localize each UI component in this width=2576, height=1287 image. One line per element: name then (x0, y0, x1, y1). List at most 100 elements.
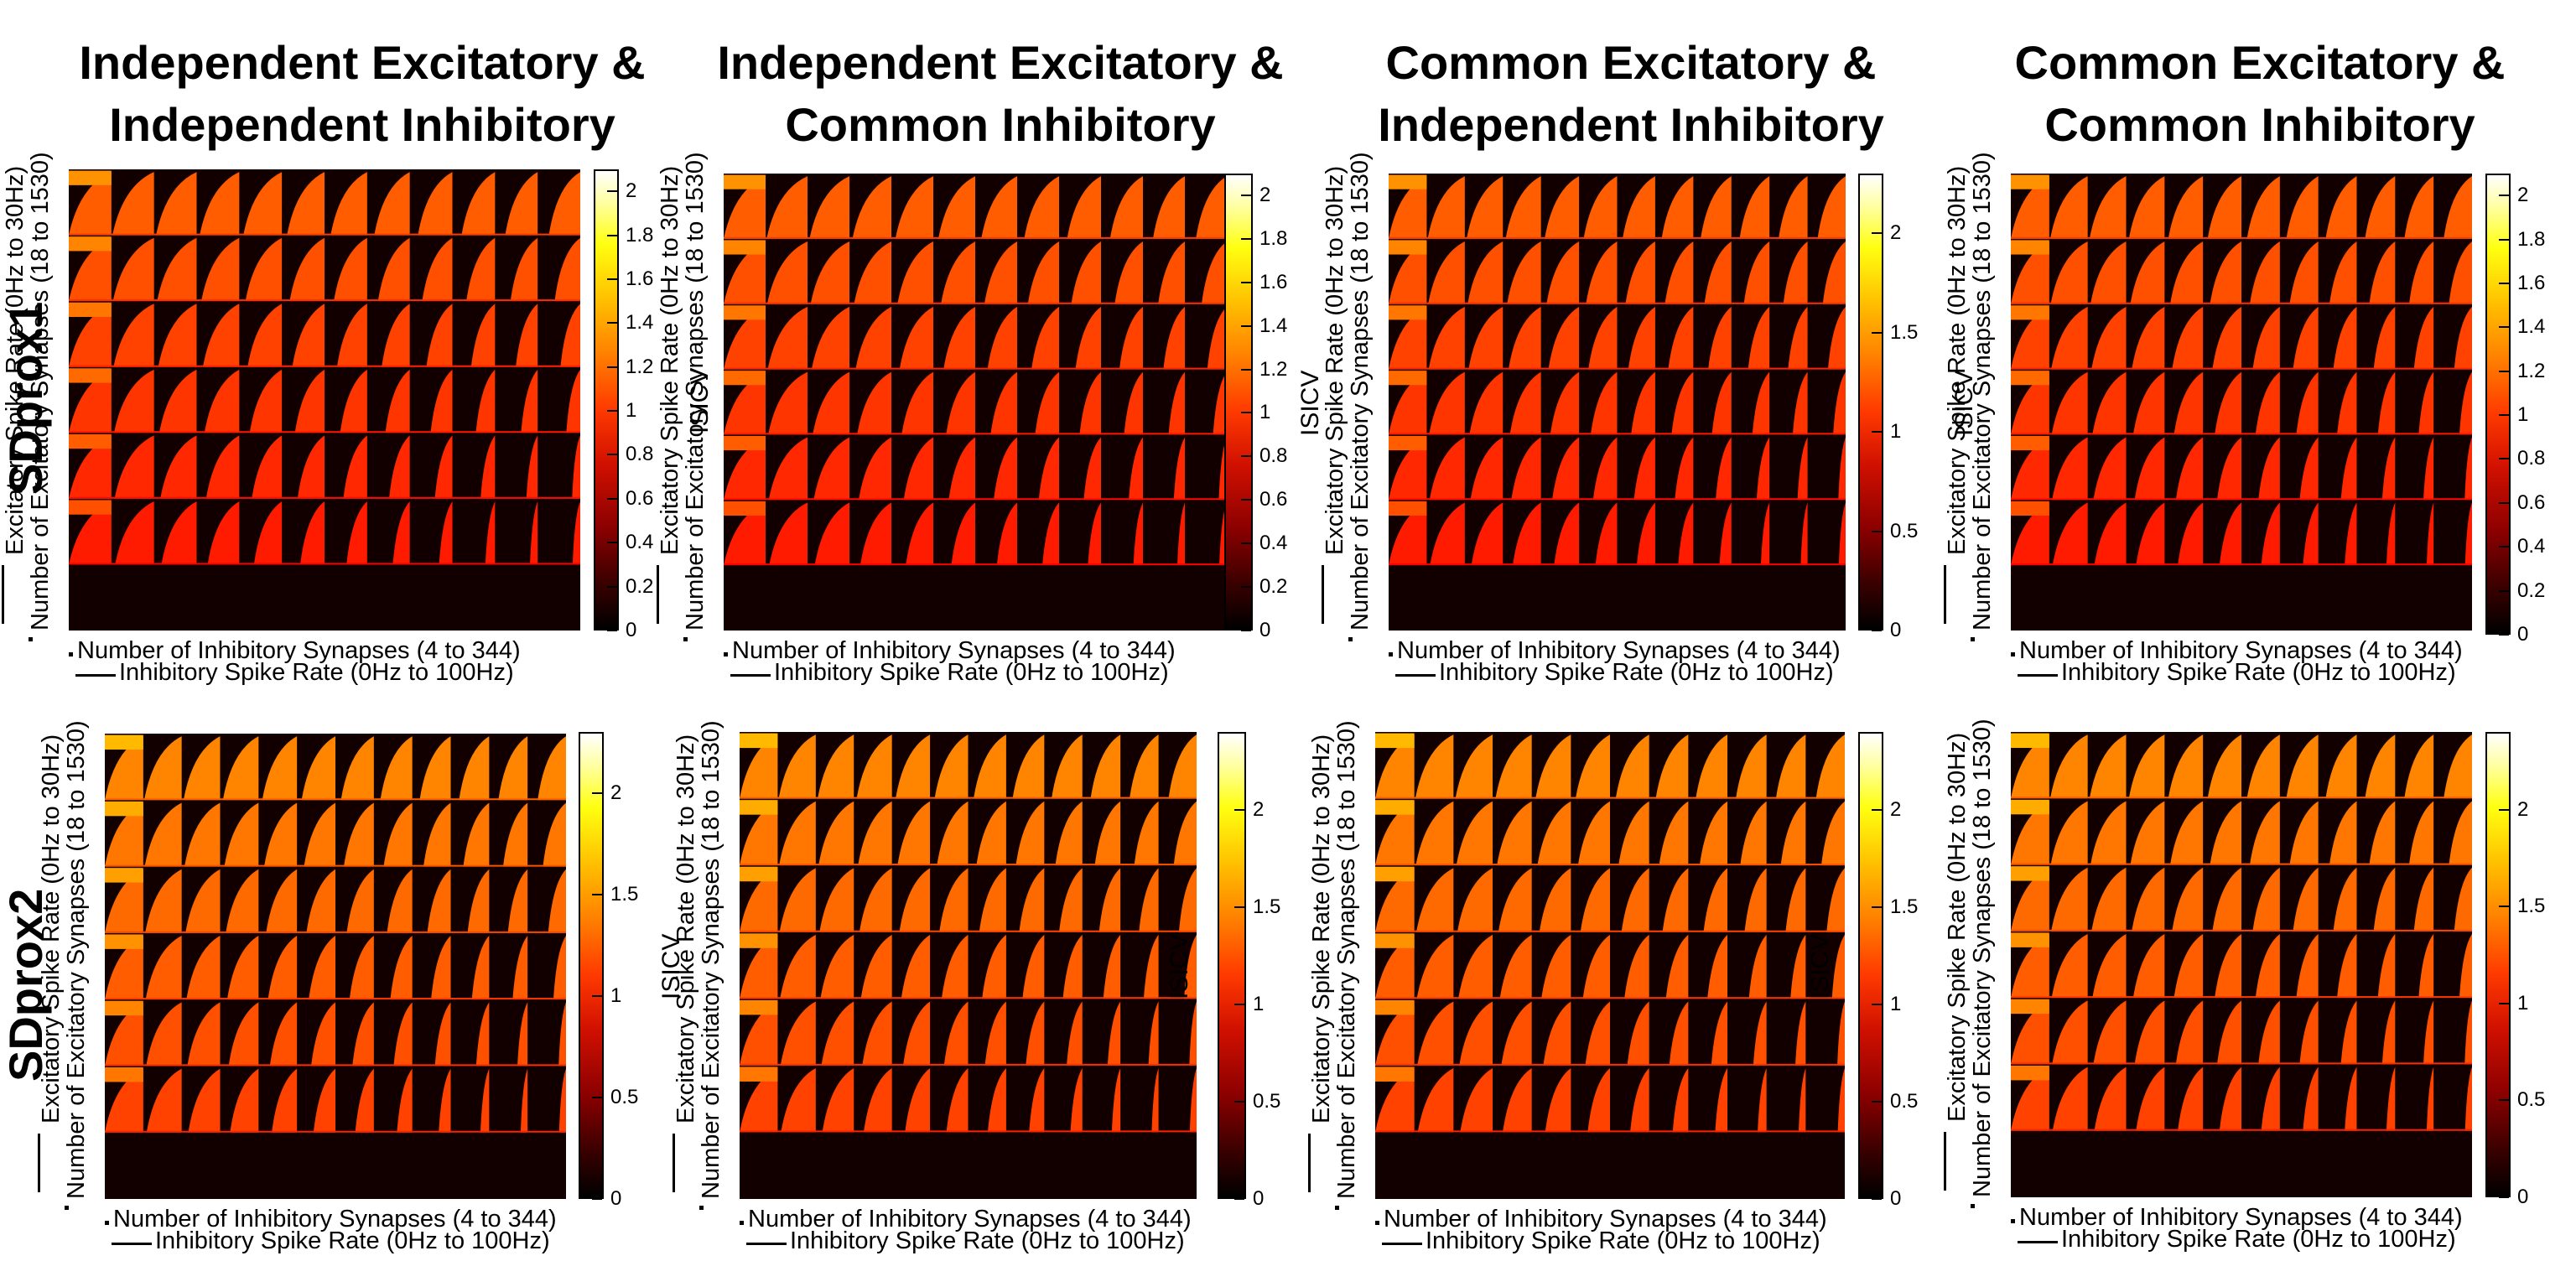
heatmap-cell (2241, 1000, 2280, 1065)
heatmap-cell (1120, 1068, 1159, 1133)
heatmap-wedge (144, 802, 182, 867)
colorbar-tick-label: 0 (1890, 1187, 1902, 1210)
column-title-1-line1: Independent Excitatory & (79, 36, 646, 89)
heatmap-cell (2356, 241, 2396, 304)
heatmap-cell (933, 306, 975, 370)
heatmap-band (2011, 866, 2049, 881)
heatmap-cell (335, 936, 374, 1000)
heatmap-cell (1571, 734, 1610, 799)
colorbar-tick (1872, 232, 1882, 235)
colorbar-tick (2499, 1196, 2509, 1198)
heatmap-cell (1493, 801, 1532, 866)
heatmap-wedge (740, 734, 778, 799)
heatmap-image (740, 732, 1197, 1199)
heatmap-wedge (2289, 241, 2319, 304)
column-title-3: Common Excitatory & Independent Inhibito… (1321, 32, 1941, 156)
heatmap-wedge (340, 736, 374, 801)
heatmap-cell (1143, 371, 1185, 435)
x-axis-label-synapses: Number of Inhibitory Synapses (4 to 344) (2019, 637, 2463, 664)
heatmap-cell (1807, 502, 1846, 566)
heatmap-wedge (822, 1068, 854, 1133)
heatmap-cell (1654, 241, 1694, 304)
heatmap-wedge (2365, 176, 2396, 239)
colorbar-tick (607, 630, 617, 631)
heatmap-wedge (343, 435, 367, 499)
heatmap-wedge (224, 802, 259, 867)
heatmap-cell (220, 869, 259, 933)
heatmap-wedge (1788, 306, 1808, 370)
heatmap-wedge (2296, 371, 2319, 435)
heatmap-cell (495, 172, 538, 236)
heatmap-cell (111, 501, 154, 565)
heatmap-wedge (374, 172, 410, 236)
heatmap-cell (282, 435, 325, 499)
x-label-dot-marker (724, 652, 728, 656)
heatmap-cell (1101, 306, 1143, 370)
y-axis-label-synapses: Number of Excitatory Synapses (18 to 153… (1969, 719, 1996, 1197)
heatmap-wedge (301, 736, 335, 801)
colorbar-tick (607, 190, 617, 193)
colorbar-tick (2499, 195, 2509, 197)
heatmap-cell (366, 369, 410, 433)
heatmap-wedge (903, 1001, 931, 1066)
colorbar-tick (607, 454, 617, 456)
colorbar: 0 0.5 1 1.5 2 (1858, 174, 1918, 641)
heatmap-cell (2279, 1066, 2319, 1131)
heatmap-cell (2241, 306, 2280, 370)
heatmap-cell (1389, 371, 1427, 435)
heatmap-cell (1185, 371, 1227, 435)
heatmap-band (2011, 501, 2049, 516)
heatmap-cell (538, 435, 580, 499)
heatmap-wedge (1546, 241, 1580, 304)
heatmap-cell (2433, 176, 2472, 239)
colorbar-tick (2499, 1002, 2509, 1004)
heatmap-cell (766, 371, 808, 435)
heatmap-band (105, 1000, 143, 1016)
heatmap-cell (849, 371, 891, 435)
heatmap-cell (69, 170, 112, 236)
heatmap-cell (2203, 934, 2241, 999)
heatmap-wedge (1107, 1001, 1121, 1066)
heatmap-wedge (854, 241, 891, 304)
heatmap-wedge (778, 734, 816, 799)
heatmap-wedge (393, 1002, 413, 1066)
heatmap-wedge (1417, 1001, 1454, 1066)
heatmap-cell (1059, 437, 1101, 501)
heatmap-wedge (1088, 502, 1101, 566)
heatmap-wedge (222, 736, 259, 801)
heatmap-wedge (1744, 868, 1767, 932)
heatmap-wedge (1389, 306, 1427, 370)
heatmap-cell (891, 1001, 931, 1066)
heatmap-cell (2203, 371, 2241, 435)
heatmap-wedge (2011, 1066, 2049, 1131)
heatmap-wedge (517, 1002, 528, 1066)
x-label-line-marker (112, 1243, 152, 1245)
heatmap-cell (1503, 371, 1541, 435)
heatmap-cell (930, 1068, 969, 1133)
heatmap-wedge (769, 502, 808, 566)
heatmap-image (724, 174, 1227, 631)
heatmap-cell (1807, 306, 1846, 370)
heatmap-cell (766, 241, 808, 304)
heatmap-wedge (1173, 801, 1197, 866)
heatmap-wedge (2303, 1066, 2319, 1131)
heatmap-cell (366, 237, 410, 302)
heatmap-cell (1185, 306, 1227, 370)
heatmap-cell (930, 734, 969, 799)
heatmap-wedge (2052, 1000, 2088, 1065)
heatmap-cell (153, 237, 197, 302)
heatmap-wedge (1623, 176, 1655, 239)
heatmap-cell (527, 736, 566, 801)
heatmap-cell (2241, 734, 2280, 799)
heatmap-cell (2164, 734, 2204, 799)
heatmap-wedge (2340, 437, 2357, 501)
colorbar-tick-label: 2 (626, 179, 637, 203)
heatmap-cell (2203, 437, 2241, 501)
heatmap-wedge (1588, 306, 1618, 370)
heatmap-wedge (289, 237, 325, 302)
heatmap-wedge (439, 501, 453, 565)
heatmap-cell (412, 869, 451, 933)
heatmap-cell (2433, 801, 2472, 865)
heatmap-cell (366, 304, 410, 367)
heatmap-wedge (1029, 1068, 1045, 1133)
